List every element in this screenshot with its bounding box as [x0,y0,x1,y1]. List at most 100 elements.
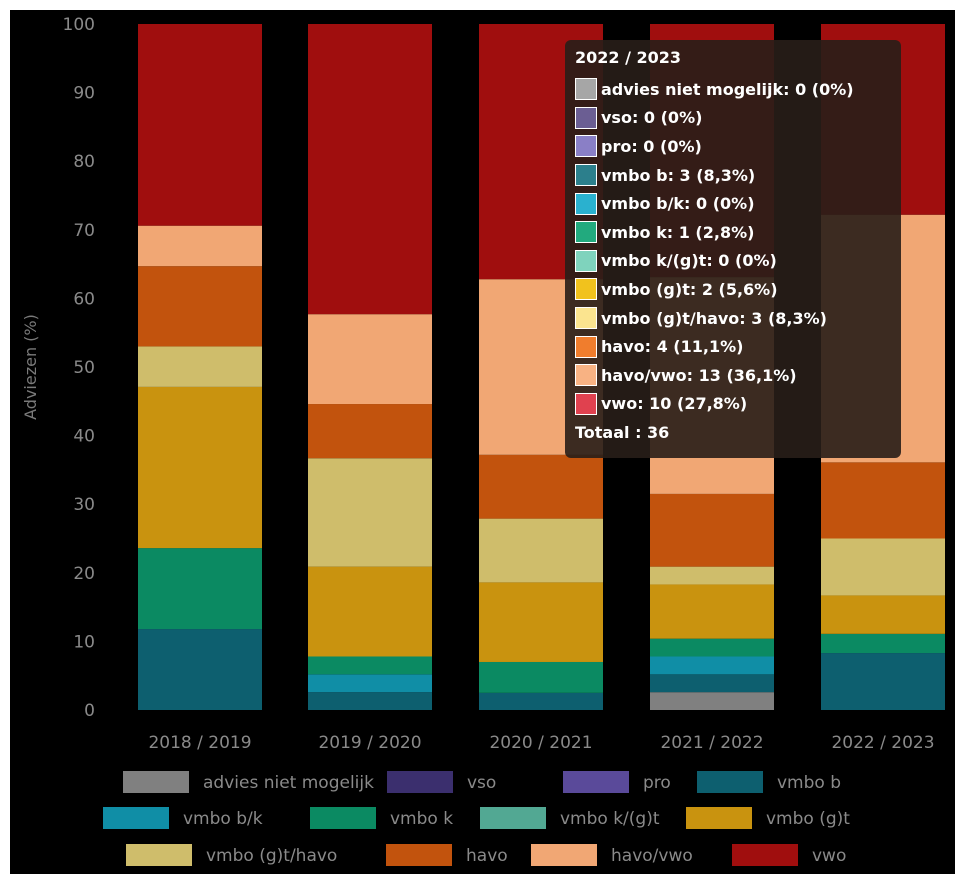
y-tick-label: 50 [73,358,95,378]
tooltip-row-label: vmbo b: 3 (8,3%) [601,165,756,185]
bar-segment[interactable] [479,692,603,710]
bar-segment[interactable] [138,225,262,267]
y-tick-label: 100 [63,15,95,35]
legend: advies niet mogelijk vso pro vmbo b vmbo b/k… [103,771,850,866]
tooltip-swatch [575,278,597,301]
legend-swatch[interactable] [480,807,546,829]
tooltip-title: 2022 / 2023 [575,48,682,67]
bar-segment[interactable] [821,538,945,596]
legend-label[interactable]: vmbo b [777,773,841,793]
tooltip-swatch [575,249,597,272]
bar-segment[interactable] [308,314,432,405]
bar-segment[interactable] [308,24,432,315]
tooltip-row: vwo: 10 (27,8%) [575,390,891,419]
bar-segment[interactable] [821,633,945,654]
bar-segment[interactable] [138,346,262,387]
legend-label[interactable]: havo/vwo [611,846,693,866]
tooltip-swatch [575,192,597,215]
legend-label[interactable]: vmbo b/k [183,809,263,829]
tooltip-row: advies niet mogelijk: 0 (0%) [575,75,891,104]
bar-segment[interactable] [138,629,262,710]
tooltip-swatch [575,307,597,330]
tooltip: 2022 / 2023 advies niet mogelijk: 0 (0%)… [565,40,901,458]
y-axis-ticks: 0 10 20 30 40 50 60 70 80 90 100 [63,15,95,721]
legend-label[interactable]: havo [466,846,508,866]
legend-label[interactable]: vmbo k [390,809,453,829]
tooltip-row-label: havo: 4 (11,1%) [601,337,744,357]
tooltip-total: Totaal : 36 [575,422,670,442]
legend-label[interactable]: pro [643,773,671,793]
bar-segment[interactable] [479,518,603,583]
bar-segment[interactable] [308,692,432,710]
bar-segment[interactable] [138,266,262,347]
legend-label[interactable]: advies niet mogelijk [203,773,374,793]
legend-swatch[interactable] [531,844,597,866]
bar-segment[interactable] [650,638,774,657]
x-tick-label: 2018 / 2019 [148,733,251,753]
tooltip-row-label: advies niet mogelijk: 0 (0%) [601,79,854,99]
bar-segment[interactable] [650,692,774,710]
x-tick-label: 2020 / 2021 [489,733,592,753]
bar-segment[interactable] [821,595,945,634]
tooltip-row-label: vmbo k/(g)t: 0 (0%) [601,251,777,271]
tooltip-rows: advies niet mogelijk: 0 (0%) vso: 0 (0%) p… [575,75,891,418]
legend-label[interactable]: vso [467,773,496,793]
legend-swatch[interactable] [563,771,629,793]
legend-swatch[interactable] [686,807,752,829]
tooltip-row: vmbo k: 1 (2,8%) [575,218,891,247]
tooltip-row-label: vmbo b/k: 0 (0%) [601,194,755,214]
bar-segment[interactable] [479,454,603,519]
legend-swatch[interactable] [387,771,453,793]
tooltip-swatch [575,164,597,187]
tooltip-row-label: vmbo (g)t: 2 (5,6%) [601,279,778,299]
y-tick-label: 80 [73,152,95,172]
legend-swatch[interactable] [126,844,192,866]
legend-swatch[interactable] [697,771,763,793]
tooltip-row: havo/vwo: 13 (36,1%) [575,361,891,390]
legend-label[interactable]: vwo [812,846,846,866]
bar-segment[interactable] [821,462,945,539]
legend-label[interactable]: vmbo (g)t [766,809,850,829]
bar-segment[interactable] [479,661,603,693]
legend-label[interactable]: vmbo (g)t/havo [206,846,337,866]
bar-segment[interactable] [138,24,262,226]
y-tick-label: 40 [73,427,95,447]
chart-frame: Adviezen (%) 0 10 20 30 40 50 60 70 80 90 100 2018… [10,10,955,874]
tooltip-swatch [575,392,597,415]
bar-segment[interactable] [650,674,774,693]
bar-segment[interactable] [650,584,774,639]
legend-swatch[interactable] [103,807,169,829]
tooltip-swatch [575,221,597,244]
tooltip-row-label: vmbo k: 1 (2,8%) [601,222,755,242]
legend-swatch[interactable] [310,807,376,829]
bar-segment[interactable] [308,404,432,459]
legend-label[interactable]: vmbo k/(g)t [560,809,660,829]
bar-segment[interactable] [138,548,262,630]
bar-segment[interactable] [650,493,774,567]
x-tick-label: 2022 / 2023 [831,733,934,753]
x-axis-ticks: 2018 / 2019 2019 / 2020 2020 / 2021 2021 / … [148,733,934,753]
y-tick-label: 60 [73,289,95,309]
y-tick-label: 10 [73,632,95,652]
bar-segment[interactable] [138,386,262,549]
x-tick-label: 2019 / 2020 [318,733,421,753]
tooltip-row: havo: 4 (11,1%) [575,332,891,361]
legend-swatch[interactable] [732,844,798,866]
bar-segment[interactable] [308,656,432,675]
bar-segment[interactable] [308,566,432,657]
bar-segment[interactable] [650,656,774,675]
y-tick-label: 0 [84,701,95,721]
bar-segment[interactable] [308,674,432,693]
bar-segment[interactable] [650,566,774,585]
tooltip-row: vmbo (g)t: 2 (5,6%) [575,275,891,304]
y-tick-label: 70 [73,221,95,241]
tooltip-row: pro: 0 (0%) [575,132,891,161]
legend-swatch[interactable] [386,844,452,866]
bar-segment[interactable] [308,458,432,567]
tooltip-row-label: vmbo (g)t/havo: 3 (8,3%) [601,308,827,328]
legend-swatch[interactable] [123,771,189,793]
tooltip-row: vso: 0 (0%) [575,104,891,133]
bar-segment[interactable] [821,653,945,710]
bar-segment[interactable] [479,582,603,662]
tooltip-row: vmbo k/(g)t: 0 (0%) [575,247,891,276]
